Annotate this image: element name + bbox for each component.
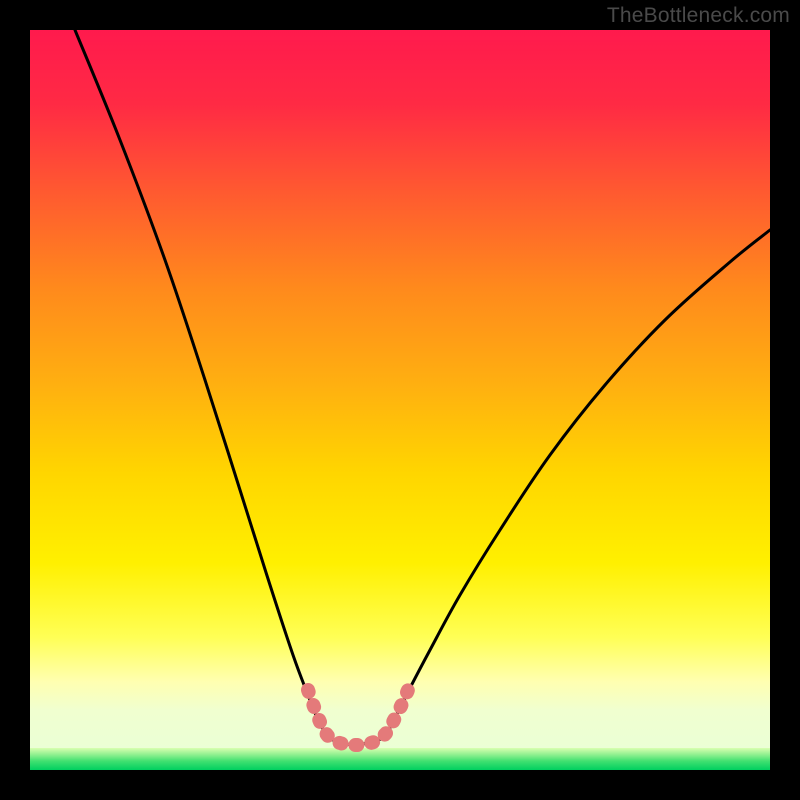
valley-highlight: [308, 690, 408, 745]
curve-layer: [30, 30, 770, 770]
chart-canvas: TheBottleneck.com: [0, 0, 800, 800]
watermark-text: TheBottleneck.com: [607, 4, 790, 28]
plot-area: [30, 30, 770, 770]
bottleneck-curve: [75, 30, 770, 744]
